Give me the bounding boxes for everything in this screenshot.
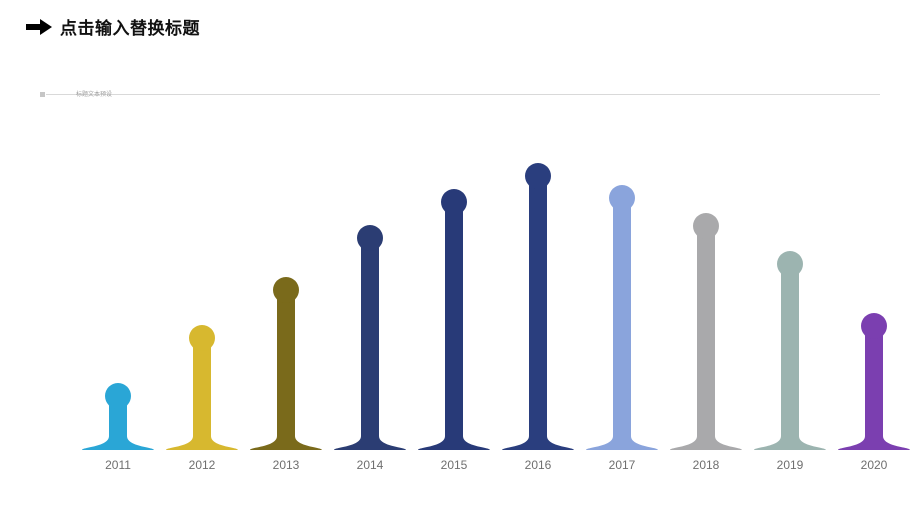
arrow-right-icon — [26, 19, 52, 35]
chart-shape — [80, 380, 156, 450]
chart-label: 2020 — [834, 458, 914, 472]
chart-label: 2016 — [498, 458, 578, 472]
chart-shape — [836, 310, 912, 450]
chart-shape — [752, 248, 828, 450]
chart-shape — [416, 186, 492, 450]
year-chart: 2011 2012 2013 2014 2015 2016 2017 2018 2019 2020 — [0, 120, 920, 480]
chart-label: 2013 — [246, 458, 326, 472]
chart-label: 2015 — [414, 458, 494, 472]
chart-label: 2019 — [750, 458, 830, 472]
slide-title: 点击输入替换标题 — [60, 14, 200, 39]
slide: 点击输入替换标题 标题文本预设 2011 2012 2013 2014 2015 2016… — [0, 0, 920, 518]
chart-label: 2011 — [78, 458, 158, 472]
chart-label: 2018 — [666, 458, 746, 472]
title-row: 点击输入替换标题 — [26, 14, 200, 39]
chart-shape — [248, 274, 324, 450]
chart-shape — [164, 322, 240, 450]
chart-label: 2017 — [582, 458, 662, 472]
chart-shape — [584, 182, 660, 450]
chart-shape — [668, 210, 744, 450]
divider-label: 标题文本预设 — [76, 89, 112, 98]
chart-shape — [500, 160, 576, 450]
divider-line — [46, 94, 880, 95]
chart-label: 2012 — [162, 458, 242, 472]
chart-shape — [332, 222, 408, 450]
chart-label: 2014 — [330, 458, 410, 472]
